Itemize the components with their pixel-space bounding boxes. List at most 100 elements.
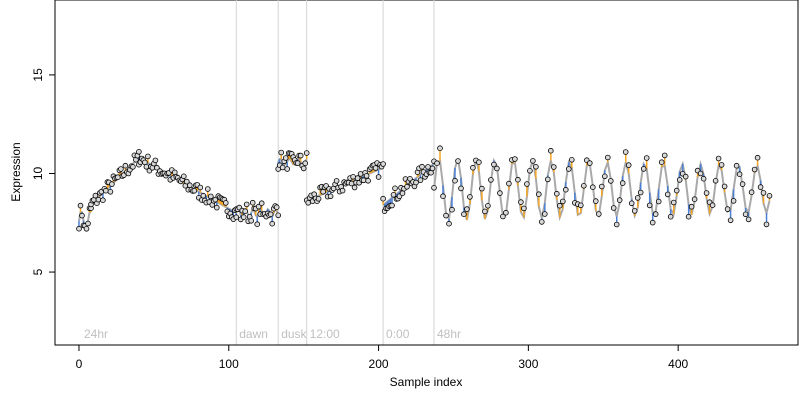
data-point [703, 190, 710, 196]
data-point [300, 165, 307, 172]
data-point [461, 211, 467, 218]
data-point [497, 190, 503, 196]
data-point [619, 180, 626, 186]
data-point [518, 199, 524, 205]
data-point [757, 184, 764, 190]
data-point [181, 173, 187, 180]
marker-label-0:00: 0:00 [386, 327, 410, 341]
data-point [212, 196, 219, 203]
data-point [482, 208, 488, 215]
data-point [643, 155, 650, 161]
data-point [443, 212, 449, 219]
data-point [363, 173, 370, 179]
data-point [649, 219, 656, 226]
data-point [682, 173, 689, 180]
data-point [464, 206, 470, 212]
marker-label-12:00: 12:00 [310, 327, 340, 341]
data-point [83, 226, 90, 232]
marker-label-dusk: dusk [281, 327, 307, 341]
data-point [670, 199, 677, 206]
data-point [553, 190, 560, 197]
data-point [604, 154, 611, 161]
data-point [154, 164, 160, 171]
x-axis: 0 100 200 300 400 [76, 344, 688, 371]
data-point [533, 164, 539, 170]
data-point [742, 211, 749, 218]
data-point [691, 196, 698, 203]
data-point [76, 225, 82, 232]
data-point [616, 197, 623, 203]
data-point [152, 157, 159, 164]
data-point [568, 157, 575, 163]
data-point [122, 162, 129, 169]
data-point [200, 192, 207, 199]
data-point [294, 160, 301, 166]
data-point [297, 152, 304, 159]
data-point [655, 198, 662, 205]
data-point [476, 159, 482, 166]
y-tick-label: 10 [31, 166, 45, 180]
data-point [622, 149, 629, 155]
data-point [273, 204, 280, 211]
data-point [541, 211, 548, 217]
data-point [530, 158, 536, 164]
corner-label-24hr: 24hr [84, 327, 108, 341]
data-point [458, 185, 464, 192]
data-point [255, 203, 262, 210]
data-point [610, 205, 617, 211]
data-point [85, 220, 91, 227]
data-point [494, 165, 500, 172]
data-point [485, 203, 491, 209]
data-point [515, 176, 521, 183]
data-point [634, 195, 641, 201]
data-point [350, 174, 356, 180]
data-point [562, 186, 569, 193]
data-point [372, 165, 379, 171]
data-point [275, 212, 282, 219]
data-points [76, 145, 773, 232]
data-point [357, 171, 364, 177]
data-point [613, 221, 620, 228]
data-point [95, 196, 102, 203]
data-point [745, 216, 752, 223]
data-point [721, 183, 728, 190]
data-point [685, 213, 692, 220]
data-point [760, 190, 767, 196]
data-point [380, 161, 386, 167]
data-point [440, 193, 446, 200]
x-tick-label: 300 [518, 357, 538, 371]
data-point [506, 180, 512, 187]
data-point [205, 186, 211, 192]
data-point [766, 193, 773, 199]
data-point [437, 145, 443, 152]
data-point [488, 177, 494, 183]
data-point [449, 206, 455, 213]
data-point [673, 187, 680, 194]
data-point [115, 174, 121, 181]
data-point [375, 174, 382, 180]
data-point [607, 178, 614, 184]
data-point [240, 214, 247, 220]
data-point [315, 196, 322, 202]
data-point [446, 220, 452, 227]
data-point [79, 212, 85, 219]
data-point [279, 164, 286, 171]
data-point [248, 218, 255, 224]
data-point [631, 208, 638, 214]
data-point [399, 190, 406, 197]
data-point [676, 177, 683, 183]
data-point [500, 213, 506, 220]
data-point [688, 203, 695, 210]
data-point [535, 191, 542, 198]
data-point [243, 201, 250, 208]
data-point [544, 176, 551, 183]
data-point [249, 199, 256, 206]
data-point [100, 197, 106, 204]
x-tick-label: 400 [668, 357, 688, 371]
data-point [739, 181, 746, 187]
data-point [664, 191, 671, 198]
data-point [434, 160, 440, 167]
data-point [452, 177, 458, 184]
data-point [748, 189, 755, 196]
